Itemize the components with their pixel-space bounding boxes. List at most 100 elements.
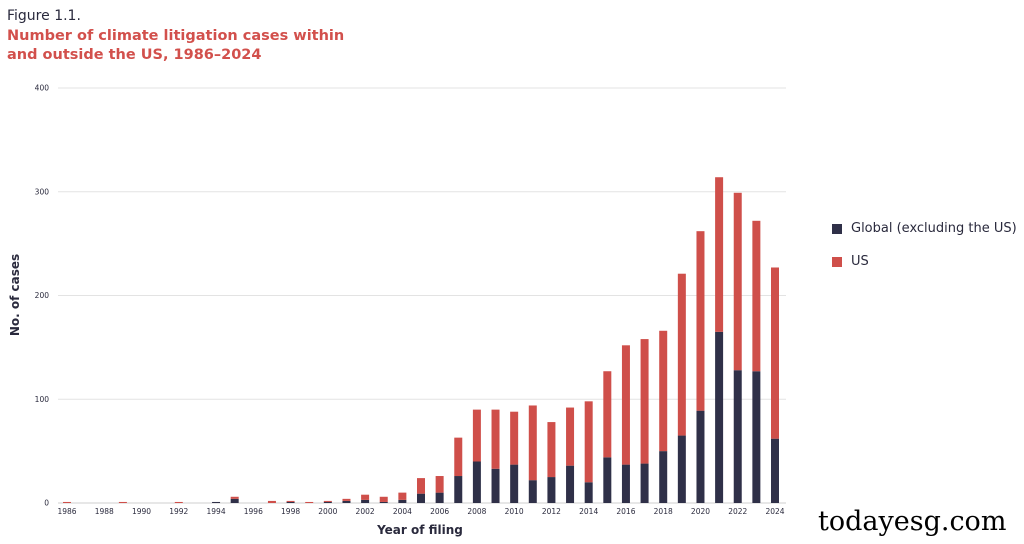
bar-global-2010: [510, 464, 519, 503]
bar-us-2000: [323, 500, 332, 502]
bar-us-1992: [174, 501, 183, 503]
bar-global-1994: [212, 501, 221, 503]
watermark: todayesg.com: [818, 506, 1007, 537]
x-tick-label: 1986: [57, 507, 76, 516]
bar-us-2012: [547, 422, 556, 478]
bar-us-2014: [584, 401, 593, 483]
bar-us-2011: [528, 405, 537, 481]
bar-us-2013: [566, 407, 575, 466]
bar-us-2015: [603, 371, 612, 458]
x-tick-label: 1996: [244, 507, 263, 516]
bar-us-2010: [510, 411, 519, 465]
bar-us-1989: [118, 501, 127, 503]
bar-us-2009: [491, 409, 500, 469]
bar-global-2009: [491, 468, 500, 503]
bar-us-1997: [267, 500, 276, 503]
bar-global-2014: [584, 482, 593, 503]
bar-us-2023: [752, 220, 761, 372]
x-tick-label: 1988: [95, 507, 114, 516]
legend-label-us: US: [851, 254, 869, 269]
bar-us-2003: [379, 496, 388, 502]
x-tick-label: 2020: [691, 507, 710, 516]
legend-item-us: US: [832, 254, 869, 269]
bar-global-2020: [696, 410, 705, 503]
bar-us-2024: [771, 267, 779, 439]
x-tick-label: 2004: [393, 507, 412, 516]
bar-us-2006: [435, 476, 444, 493]
bar-us-2002: [361, 494, 370, 500]
bar-us-2016: [621, 345, 630, 465]
x-tick-label: 2006: [430, 507, 449, 516]
legend-swatch-us: [832, 256, 842, 267]
legend-swatch-global: [832, 223, 842, 234]
x-tick-label: 2000: [318, 507, 337, 516]
bar-global-2018: [659, 451, 668, 503]
y-tick-label: 100: [35, 395, 50, 404]
y-tick-label: 300: [35, 187, 50, 196]
x-tick-label: 2010: [505, 507, 524, 516]
bar-global-2002: [361, 499, 370, 503]
bar-us-2020: [696, 231, 705, 411]
bar-global-2007: [454, 476, 463, 503]
x-tick-label: 2022: [728, 507, 747, 516]
bar-us-2021: [715, 177, 724, 332]
x-tick-label: 2008: [467, 507, 486, 516]
bar-us-1986: [63, 501, 71, 503]
bar-us-1995: [230, 496, 239, 499]
bar-us-1998: [286, 500, 295, 502]
bar-global-2004: [398, 499, 407, 503]
legend-item-global: Global (excluding the US): [832, 221, 1017, 236]
bar-global-2017: [640, 463, 649, 503]
x-tick-label: 1994: [207, 507, 226, 516]
x-tick-label: 2012: [542, 507, 561, 516]
legend-label-global: Global (excluding the US): [851, 221, 1017, 236]
bar-global-2013: [566, 465, 575, 503]
bar-global-2001: [342, 500, 351, 503]
bar-global-2015: [603, 457, 612, 503]
x-axis-ticks: 1986 1988 1990 1992 1994 1996 1998 2000 2002 2004…: [57, 507, 784, 516]
bar-us-2001: [342, 498, 351, 501]
bars: [63, 177, 779, 503]
y-axis-ticks: 0 100 200 300 400: [35, 84, 50, 508]
bar-global-2006: [435, 492, 444, 503]
bar-global-1998: [286, 501, 295, 503]
bar-global-2003: [379, 501, 388, 503]
bar-global-2011: [528, 480, 537, 503]
bar-global-2023: [752, 371, 761, 503]
bar-us-2018: [659, 330, 668, 452]
x-tick-label: 2016: [616, 507, 635, 516]
x-tick-label: 1990: [132, 507, 151, 516]
chart-title: Number of climate litigation cases withi…: [7, 28, 345, 63]
bar-us-2022: [733, 192, 742, 371]
bar-us-2017: [640, 339, 649, 464]
y-tick-label: 200: [35, 291, 50, 300]
x-axis-label: Year of filing: [376, 523, 463, 537]
bar-us-2019: [677, 273, 686, 436]
bar-us-2004: [398, 492, 407, 500]
x-tick-label: 2002: [356, 507, 375, 516]
y-tick-label: 0: [44, 499, 49, 508]
bar-global-2012: [547, 477, 556, 503]
grid-lines: [58, 87, 786, 504]
x-tick-label: 2024: [765, 507, 784, 516]
bar-global-2022: [733, 370, 742, 503]
x-tick-label: 2018: [654, 507, 673, 516]
bar-global-2024: [771, 438, 779, 503]
bar-us-2008: [472, 409, 481, 462]
x-tick-label: 2014: [579, 507, 598, 516]
bar-us-1999: [305, 501, 314, 503]
bar-global-2019: [677, 435, 686, 503]
y-tick-label: 400: [35, 84, 50, 93]
bar-us-2005: [417, 478, 425, 494]
bar-global-1995: [230, 498, 239, 503]
y-axis-label: No. of cases: [8, 254, 22, 336]
bar-us-2007: [454, 437, 463, 477]
bar-global-2016: [621, 464, 630, 503]
bar-global-2005: [417, 493, 425, 503]
x-tick-label: 1998: [281, 507, 300, 516]
bar-global-2000: [323, 501, 332, 503]
figure-label: Figure 1.1.: [7, 8, 81, 24]
bar-global-2021: [715, 331, 724, 503]
bar-global-2008: [472, 461, 481, 503]
